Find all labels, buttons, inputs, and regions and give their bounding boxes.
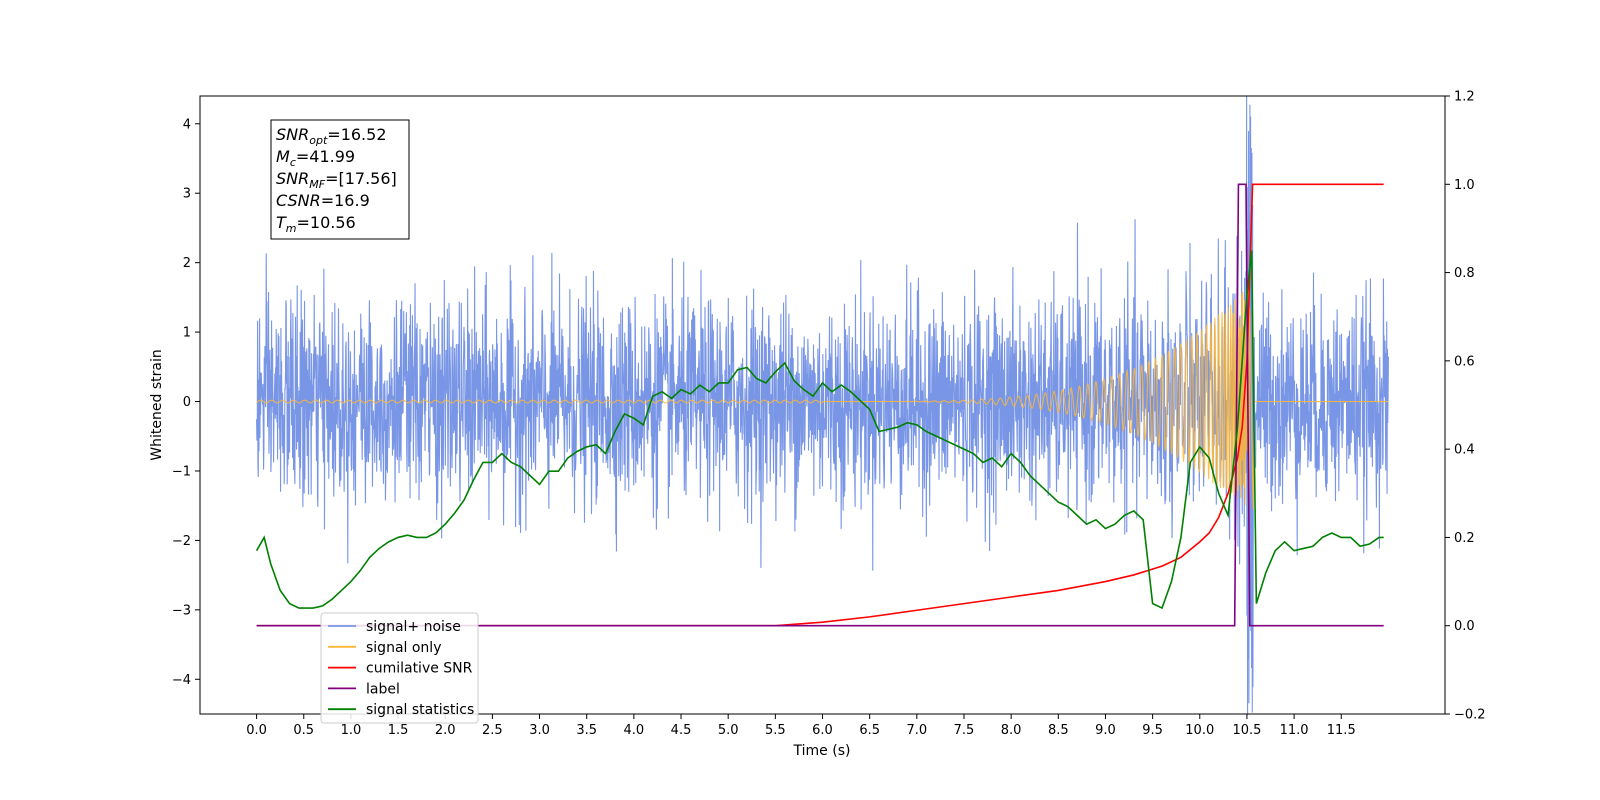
x-tick-label: 7.5: [954, 723, 975, 738]
x-tick-label: 9.0: [1095, 723, 1116, 738]
legend-label: signal only: [366, 640, 441, 656]
info-line: Tm=10.56: [276, 213, 356, 235]
x-tick-label: 11.0: [1280, 723, 1309, 738]
x-tick-label: 8.0: [1001, 723, 1022, 738]
y-tick-label: 0: [183, 395, 191, 410]
x-axis-title: Time (s): [793, 743, 851, 759]
x-tick-label: 3.0: [529, 723, 550, 738]
y-axis-title: Whitened strain: [149, 349, 165, 460]
legend-frame: [320, 612, 479, 724]
x-tick-label: 1.5: [388, 723, 409, 738]
x-tick-label: 1.0: [341, 723, 362, 738]
x-tick-label: 0.0: [246, 723, 267, 738]
x-tick-label: 4.0: [624, 723, 645, 738]
x-tick-label: 9.5: [1142, 723, 1163, 738]
x-tick-label: 6.5: [859, 723, 880, 738]
series-signal-only: [256, 287, 1389, 518]
legend-label: signal+ noise: [366, 619, 461, 635]
series-signal-statistics: [255, 250, 1384, 610]
x-tick-label: 7.0: [906, 723, 927, 738]
legend-label: cumilative SNR: [366, 661, 473, 677]
y-tick-label: 4: [183, 117, 191, 132]
y2-tick-label: 0.4: [1454, 443, 1475, 458]
x-tick-label: 5.5: [765, 723, 786, 738]
info-line: Mc=41.99: [276, 147, 355, 169]
y-tick-label: 2: [183, 256, 191, 271]
info-line: SNRopt=16.52: [276, 125, 387, 147]
x-tick-label: 2.5: [482, 723, 503, 738]
series-cumilative-snr: [256, 183, 1384, 627]
y2-tick-label: 1.2: [1454, 90, 1475, 105]
y2-tick-label: 0.2: [1454, 531, 1475, 546]
info-line: SNRMF=[17.56]: [276, 169, 397, 191]
y2-tick-label: 0.8: [1454, 266, 1475, 281]
legend-label: signal statistics: [366, 702, 474, 718]
y-tick-label: 1: [183, 326, 191, 341]
legend: signal+ noise signal only cumilative SNR la…: [320, 612, 479, 724]
y-tick-label: 3: [183, 187, 191, 202]
x-tick-label: 8.5: [1048, 723, 1069, 738]
info-box: SNRopt=16.52Mc=41.99SNRMF=[17.56]CSNR=16…: [270, 119, 410, 240]
x-tick-label: 2.0: [435, 723, 456, 738]
x-tick-label: 6.0: [812, 723, 833, 738]
y-tick-label: −2: [172, 534, 191, 549]
y2-tick-label: −0.2: [1454, 708, 1486, 723]
y-tick-label: −4: [172, 673, 191, 688]
series-label: [256, 183, 1384, 627]
x-tick-label: 11.5: [1327, 723, 1356, 738]
x-tick-label: 10.0: [1185, 723, 1214, 738]
y2-tick-label: 0.0: [1454, 619, 1475, 634]
y-tick-label: −1: [172, 464, 191, 479]
x-tick-label: 5.0: [718, 723, 739, 738]
x-tick-label: 4.5: [671, 723, 692, 738]
x-tick-label: 0.5: [293, 723, 314, 738]
y-tick-label: −3: [172, 603, 191, 618]
legend-label: label: [366, 681, 400, 697]
y2-tick-label: 0.6: [1454, 354, 1475, 369]
x-tick-label: 3.5: [576, 723, 597, 738]
info-line: CSNR=16.9: [276, 191, 370, 210]
info-box-frame: [270, 119, 410, 240]
x-tick-label: 10.5: [1232, 723, 1261, 738]
series-signal-plus-noise: [256, 96, 1389, 714]
y2-tick-label: 1.0: [1454, 178, 1475, 193]
